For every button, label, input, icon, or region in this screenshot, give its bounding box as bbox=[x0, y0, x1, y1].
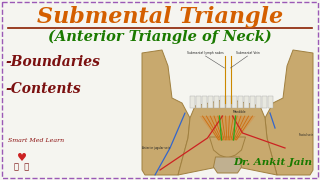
Text: ⌒  ⌒: ⌒ ⌒ bbox=[14, 162, 30, 171]
FancyBboxPatch shape bbox=[202, 96, 206, 108]
FancyBboxPatch shape bbox=[231, 96, 236, 108]
FancyBboxPatch shape bbox=[268, 96, 273, 108]
Text: -Boundaries: -Boundaries bbox=[5, 55, 100, 69]
Text: Facial vein: Facial vein bbox=[299, 133, 313, 137]
Text: Submental Triangle: Submental Triangle bbox=[37, 6, 283, 28]
Text: Submental Vein: Submental Vein bbox=[236, 51, 260, 55]
Text: -Contents: -Contents bbox=[5, 82, 81, 96]
Text: ♥: ♥ bbox=[17, 153, 27, 163]
FancyBboxPatch shape bbox=[261, 96, 267, 108]
Polygon shape bbox=[142, 50, 190, 175]
Text: Dr. Ankit Jain: Dr. Ankit Jain bbox=[233, 158, 312, 167]
Polygon shape bbox=[213, 157, 242, 173]
Polygon shape bbox=[210, 137, 245, 158]
Text: Submental lymph nodes: Submental lymph nodes bbox=[187, 51, 224, 55]
FancyBboxPatch shape bbox=[207, 96, 212, 108]
Text: Mandible: Mandible bbox=[233, 110, 246, 114]
Text: (Anterior Triangle of Neck): (Anterior Triangle of Neck) bbox=[48, 30, 272, 44]
Text: Anterior jugular vein: Anterior jugular vein bbox=[142, 146, 170, 150]
FancyBboxPatch shape bbox=[189, 96, 195, 108]
FancyBboxPatch shape bbox=[226, 96, 230, 108]
FancyBboxPatch shape bbox=[244, 96, 249, 108]
FancyBboxPatch shape bbox=[255, 96, 260, 108]
Polygon shape bbox=[199, 116, 255, 140]
Polygon shape bbox=[178, 100, 277, 175]
FancyBboxPatch shape bbox=[250, 96, 254, 108]
Polygon shape bbox=[265, 50, 313, 175]
FancyBboxPatch shape bbox=[237, 96, 243, 108]
FancyBboxPatch shape bbox=[220, 96, 225, 108]
FancyBboxPatch shape bbox=[196, 96, 201, 108]
FancyBboxPatch shape bbox=[213, 96, 219, 108]
Text: Smart Med Learn: Smart Med Learn bbox=[8, 138, 64, 143]
